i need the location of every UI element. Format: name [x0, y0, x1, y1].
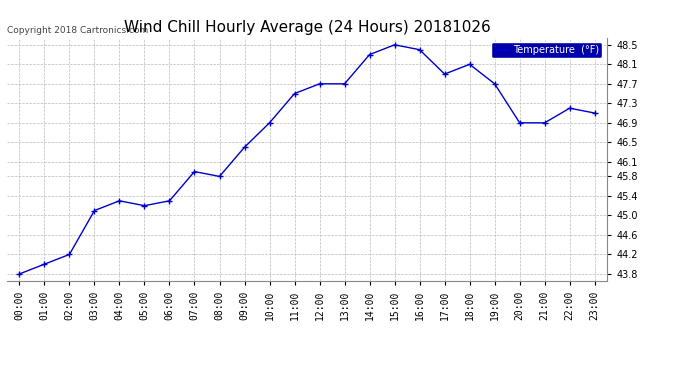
Legend: Temperature  (°F): Temperature (°F): [491, 42, 602, 58]
Title: Wind Chill Hourly Average (24 Hours) 20181026: Wind Chill Hourly Average (24 Hours) 201…: [124, 20, 491, 35]
Text: Copyright 2018 Cartronics.com: Copyright 2018 Cartronics.com: [7, 26, 148, 35]
